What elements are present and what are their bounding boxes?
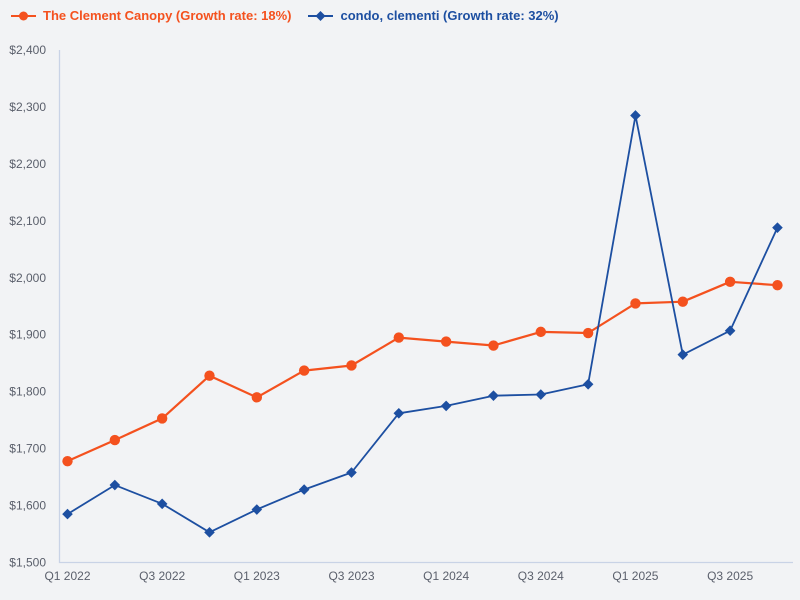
x-tick-label: Q1 2022 [44, 569, 90, 583]
y-tick-label: $1,900 [9, 328, 46, 342]
data-point-marker[interactable] [535, 389, 547, 400]
data-point-marker[interactable] [677, 349, 689, 360]
data-point-marker[interactable] [251, 392, 263, 403]
data-point-marker[interactable] [156, 413, 168, 424]
data-point-marker[interactable] [724, 276, 736, 287]
series-line-1 [66, 114, 779, 534]
data-point-marker[interactable] [251, 504, 263, 515]
x-tick-label: Q3 2022 [139, 569, 185, 583]
y-tick-label: $2,000 [9, 271, 46, 285]
y-tick-label: $1,700 [9, 442, 46, 456]
series-line-0 [66, 280, 779, 463]
data-point-marker[interactable] [630, 110, 641, 121]
data-point-marker[interactable] [677, 296, 688, 307]
y-tick-label: $1,800 [9, 385, 46, 399]
data-point-marker[interactable] [440, 400, 452, 412]
line-circle-marker-icon [11, 11, 36, 20]
data-point-marker[interactable] [772, 279, 783, 291]
legend-label-condo-clementi: condo, clementi (Growth rate: 32%) [340, 8, 559, 23]
x-tick-label: Q3 2025 [707, 569, 753, 583]
data-point-marker[interactable] [62, 508, 73, 520]
data-point-marker[interactable] [724, 325, 736, 337]
y-tick-label: $2,300 [9, 100, 46, 114]
data-point-marker[interactable] [630, 298, 641, 309]
data-point-marker[interactable] [582, 327, 594, 339]
y-tick-label: $1,600 [9, 499, 46, 513]
data-point-marker[interactable] [346, 467, 357, 478]
x-tick-label: Q3 2023 [328, 569, 374, 583]
data-point-marker[interactable] [109, 434, 121, 446]
y-tick-label: $2,200 [9, 157, 46, 171]
data-point-marker[interactable] [488, 390, 499, 401]
data-point-marker[interactable] [156, 498, 168, 510]
data-point-marker[interactable] [204, 527, 215, 538]
line-diamond-marker-icon [308, 10, 334, 21]
x-tick-label: Q1 2024 [423, 569, 469, 583]
axis-lines [58, 50, 793, 564]
legend-item-condo-clementi[interactable]: condo, clementi (Growth rate: 32%) [307, 8, 559, 23]
chart-legend: The Clement Canopy (Growth rate: 18%) co… [10, 8, 559, 23]
data-point-marker[interactable] [62, 455, 73, 467]
x-tick-label: Q1 2025 [612, 569, 658, 583]
data-point-marker[interactable] [393, 332, 405, 343]
data-point-marker[interactable] [772, 222, 783, 233]
data-point-marker[interactable] [393, 408, 405, 419]
legend-label-clement-canopy: The Clement Canopy (Growth rate: 18%) [43, 8, 292, 23]
legend-item-clement-canopy[interactable]: The Clement Canopy (Growth rate: 18%) [10, 8, 291, 23]
data-point-marker[interactable] [346, 360, 357, 371]
x-tick-label: Q3 2024 [518, 569, 564, 583]
y-tick-label: $2,100 [9, 214, 46, 228]
data-point-marker[interactable] [488, 340, 499, 351]
data-point-marker[interactable] [298, 484, 310, 495]
y-tick-label: $2,400 [9, 43, 46, 57]
data-point-marker[interactable] [535, 326, 546, 338]
data-point-marker[interactable] [204, 370, 215, 381]
data-point-marker[interactable] [109, 479, 121, 491]
data-point-marker[interactable] [440, 336, 452, 347]
data-point-marker[interactable] [298, 365, 310, 376]
y-tick-label: $1,500 [9, 556, 46, 570]
x-tick-label: Q1 2023 [234, 569, 280, 583]
data-point-marker[interactable] [582, 378, 594, 390]
